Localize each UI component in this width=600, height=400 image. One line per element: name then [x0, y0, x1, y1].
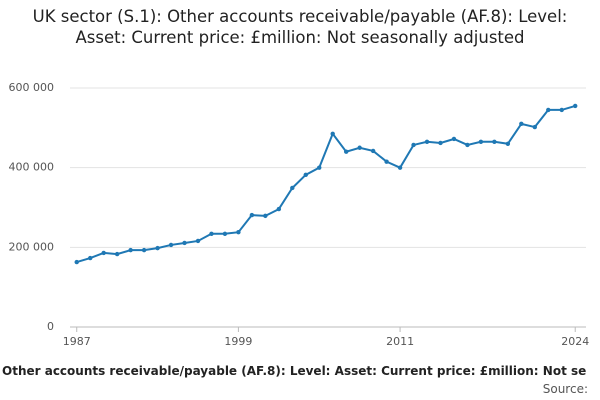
point [573, 103, 578, 109]
point [155, 245, 160, 251]
footer-text: Other accounts receivable/payable (AF.8)… [2, 364, 587, 378]
point [357, 145, 362, 150]
point [451, 136, 457, 142]
point [492, 139, 497, 144]
point [519, 121, 524, 127]
point [546, 107, 551, 113]
point [276, 206, 282, 212]
point [182, 240, 187, 246]
point [465, 142, 470, 148]
y-tick-label: 0 [47, 320, 54, 333]
y-tick-label: 600 000 [9, 81, 55, 94]
point [343, 149, 349, 154]
point [505, 141, 511, 146]
point [532, 124, 538, 130]
point [438, 140, 443, 146]
point [88, 255, 93, 261]
point [141, 247, 147, 253]
y-tick-label: 200 000 [9, 240, 55, 253]
point [317, 165, 322, 170]
point [249, 212, 255, 218]
x-tick-label: 2011 [386, 335, 414, 348]
point [236, 229, 241, 235]
x-tick-label: 1999 [224, 335, 252, 348]
chart-title: UK sector (S.1): Other accounts receivab… [32, 7, 568, 47]
point [411, 142, 416, 148]
point [74, 259, 79, 265]
y-tick-label: 400 000 [9, 161, 55, 174]
point [478, 139, 484, 144]
point [290, 185, 295, 191]
point [384, 159, 389, 164]
source: Source: [542, 382, 588, 396]
x-tick-label: 1987 [63, 335, 91, 348]
point [114, 251, 120, 257]
point [370, 148, 376, 154]
point [222, 231, 228, 236]
point [195, 238, 201, 244]
point [559, 107, 564, 113]
point [397, 165, 403, 170]
point [168, 242, 174, 248]
x-tick-label: 2024 [561, 335, 589, 348]
point [330, 131, 335, 137]
point [424, 139, 430, 144]
point [128, 247, 133, 253]
point [303, 172, 308, 178]
point [209, 231, 214, 236]
point [101, 250, 106, 256]
line [76, 104, 576, 264]
point [263, 213, 268, 219]
